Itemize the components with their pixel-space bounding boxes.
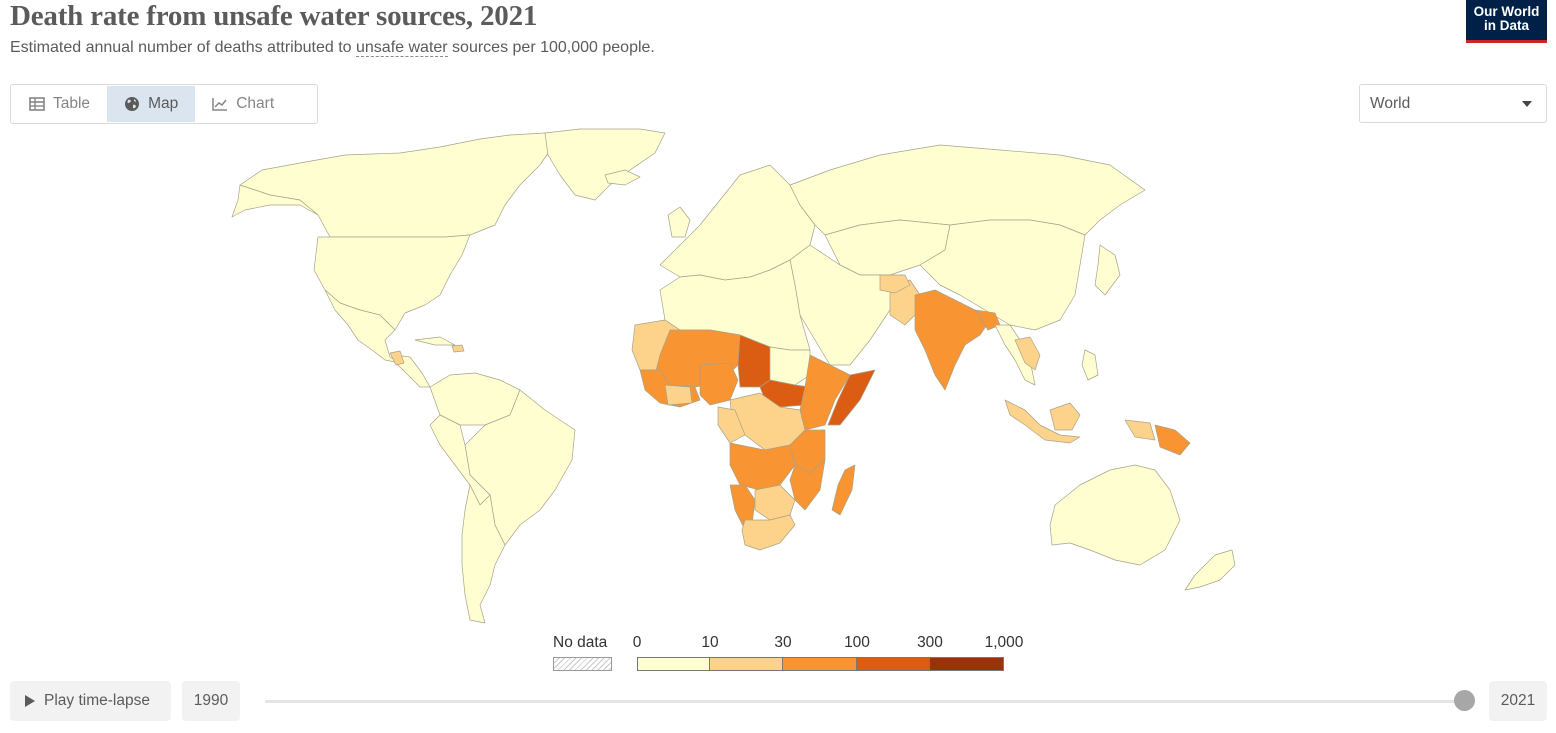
country-australia[interactable] bbox=[1049, 464, 1181, 566]
country-nigeria[interactable] bbox=[699, 362, 739, 406]
chart-subtitle: Estimated annual number of deaths attrib… bbox=[10, 39, 655, 57]
world-map bbox=[231, 128, 1236, 624]
timeline-slider-handle[interactable] bbox=[1454, 690, 1475, 711]
timeline-start-year[interactable]: 1990 bbox=[182, 681, 240, 721]
legend-no-data-label: No data bbox=[553, 634, 608, 651]
chevron-down-icon bbox=[1522, 100, 1532, 107]
play-timelapse-label: Play time-lapse bbox=[44, 692, 150, 709]
country-ghana-togo[interactable] bbox=[664, 384, 693, 406]
country-mozambique-malawi[interactable] bbox=[789, 459, 826, 511]
legend-tick-300: 300 bbox=[917, 634, 943, 651]
logo-line-1: Our World bbox=[1473, 4, 1540, 19]
legend-bin-10-30[interactable] bbox=[710, 657, 783, 671]
country-laos-cambodia[interactable] bbox=[1014, 336, 1041, 371]
country-middle-east[interactable] bbox=[789, 244, 906, 366]
country-guatemala[interactable] bbox=[389, 350, 405, 366]
logo-line-2: in Data bbox=[1483, 18, 1529, 33]
country-madagascar[interactable] bbox=[831, 464, 856, 516]
tab-chart[interactable]: Chart bbox=[195, 86, 291, 122]
country-russia[interactable] bbox=[789, 144, 1146, 236]
subtitle-text-after: sources per 100,000 people. bbox=[447, 39, 655, 56]
subtitle-text-before: Estimated annual number of deaths attrib… bbox=[10, 39, 356, 56]
tab-table-label: Table bbox=[53, 95, 91, 112]
legend-tick-1000: 1,000 bbox=[984, 634, 1024, 651]
legend-bin-300-1000[interactable] bbox=[930, 657, 1004, 671]
tab-map-label: Map bbox=[148, 95, 179, 112]
country-haiti[interactable] bbox=[451, 344, 465, 353]
country-gabon-congo[interactable] bbox=[717, 406, 746, 444]
unsafe-water-definition-link[interactable]: unsafe water bbox=[356, 39, 448, 57]
play-timelapse-button[interactable]: Play time-lapse bbox=[10, 681, 171, 721]
legend-tick-100: 100 bbox=[844, 634, 870, 651]
country-iceland[interactable] bbox=[604, 169, 641, 186]
country-cuba[interactable] bbox=[414, 336, 456, 346]
country-canada[interactable] bbox=[239, 132, 556, 238]
country-papua-new-guinea[interactable] bbox=[1154, 424, 1191, 456]
legend-bin-100-300[interactable] bbox=[857, 657, 930, 671]
country-china-mongolia[interactable] bbox=[919, 219, 1086, 331]
country-somalia[interactable] bbox=[827, 369, 876, 426]
tab-chart-label: Chart bbox=[236, 95, 275, 112]
tab-table[interactable]: Table bbox=[12, 86, 107, 122]
legend-no-data-swatch[interactable] bbox=[553, 657, 612, 671]
region-select[interactable]: World bbox=[1359, 84, 1547, 123]
country-argentina-chile[interactable] bbox=[461, 484, 506, 624]
legend-tick-30: 30 bbox=[774, 634, 792, 651]
legend-tick-10: 10 bbox=[701, 634, 719, 651]
country-south-africa[interactable] bbox=[741, 514, 796, 551]
country-borneo[interactable] bbox=[1049, 402, 1081, 431]
legend-bin-30-100[interactable] bbox=[783, 657, 857, 671]
view-tabs: Table Map Chart bbox=[10, 84, 318, 124]
country-greenland[interactable] bbox=[544, 128, 666, 201]
legend-tick-0: 0 bbox=[632, 634, 642, 651]
country-philippines[interactable] bbox=[1081, 349, 1099, 381]
owid-logo[interactable]: Our World in Data bbox=[1466, 0, 1547, 43]
country-usa[interactable] bbox=[313, 234, 471, 331]
tab-map[interactable]: Map bbox=[107, 86, 196, 122]
chart-title: Death rate from unsafe water sources, 20… bbox=[10, 0, 538, 32]
color-legend: No data 0 10 30 100 300 1,000 bbox=[540, 632, 1040, 674]
country-uk[interactable] bbox=[667, 206, 691, 238]
table-icon bbox=[29, 97, 45, 111]
country-angola-zambia[interactable] bbox=[729, 442, 796, 491]
country-alaska[interactable] bbox=[231, 184, 319, 218]
region-select-value: World bbox=[1370, 94, 1411, 112]
country-japan[interactable] bbox=[1094, 244, 1121, 296]
line-chart-icon bbox=[212, 98, 228, 111]
timeline-slider-track[interactable] bbox=[265, 700, 1465, 703]
country-ethiopia-kenya[interactable] bbox=[799, 354, 851, 431]
country-afghanistan[interactable] bbox=[879, 274, 911, 294]
country-india[interactable] bbox=[914, 289, 991, 391]
country-new-zealand[interactable] bbox=[1184, 549, 1236, 591]
legend-bin-0-10[interactable] bbox=[637, 657, 710, 671]
country-myanmar-thailand[interactable] bbox=[994, 324, 1036, 386]
country-sudan[interactable] bbox=[769, 346, 811, 386]
play-icon bbox=[25, 695, 35, 707]
timeline-end-year[interactable]: 2021 bbox=[1489, 681, 1547, 721]
country-botswana-zimbabwe[interactable] bbox=[754, 484, 796, 521]
country-new-guinea[interactable] bbox=[1124, 419, 1156, 441]
globe-icon bbox=[125, 97, 140, 111]
country-indonesia[interactable] bbox=[1004, 399, 1081, 444]
